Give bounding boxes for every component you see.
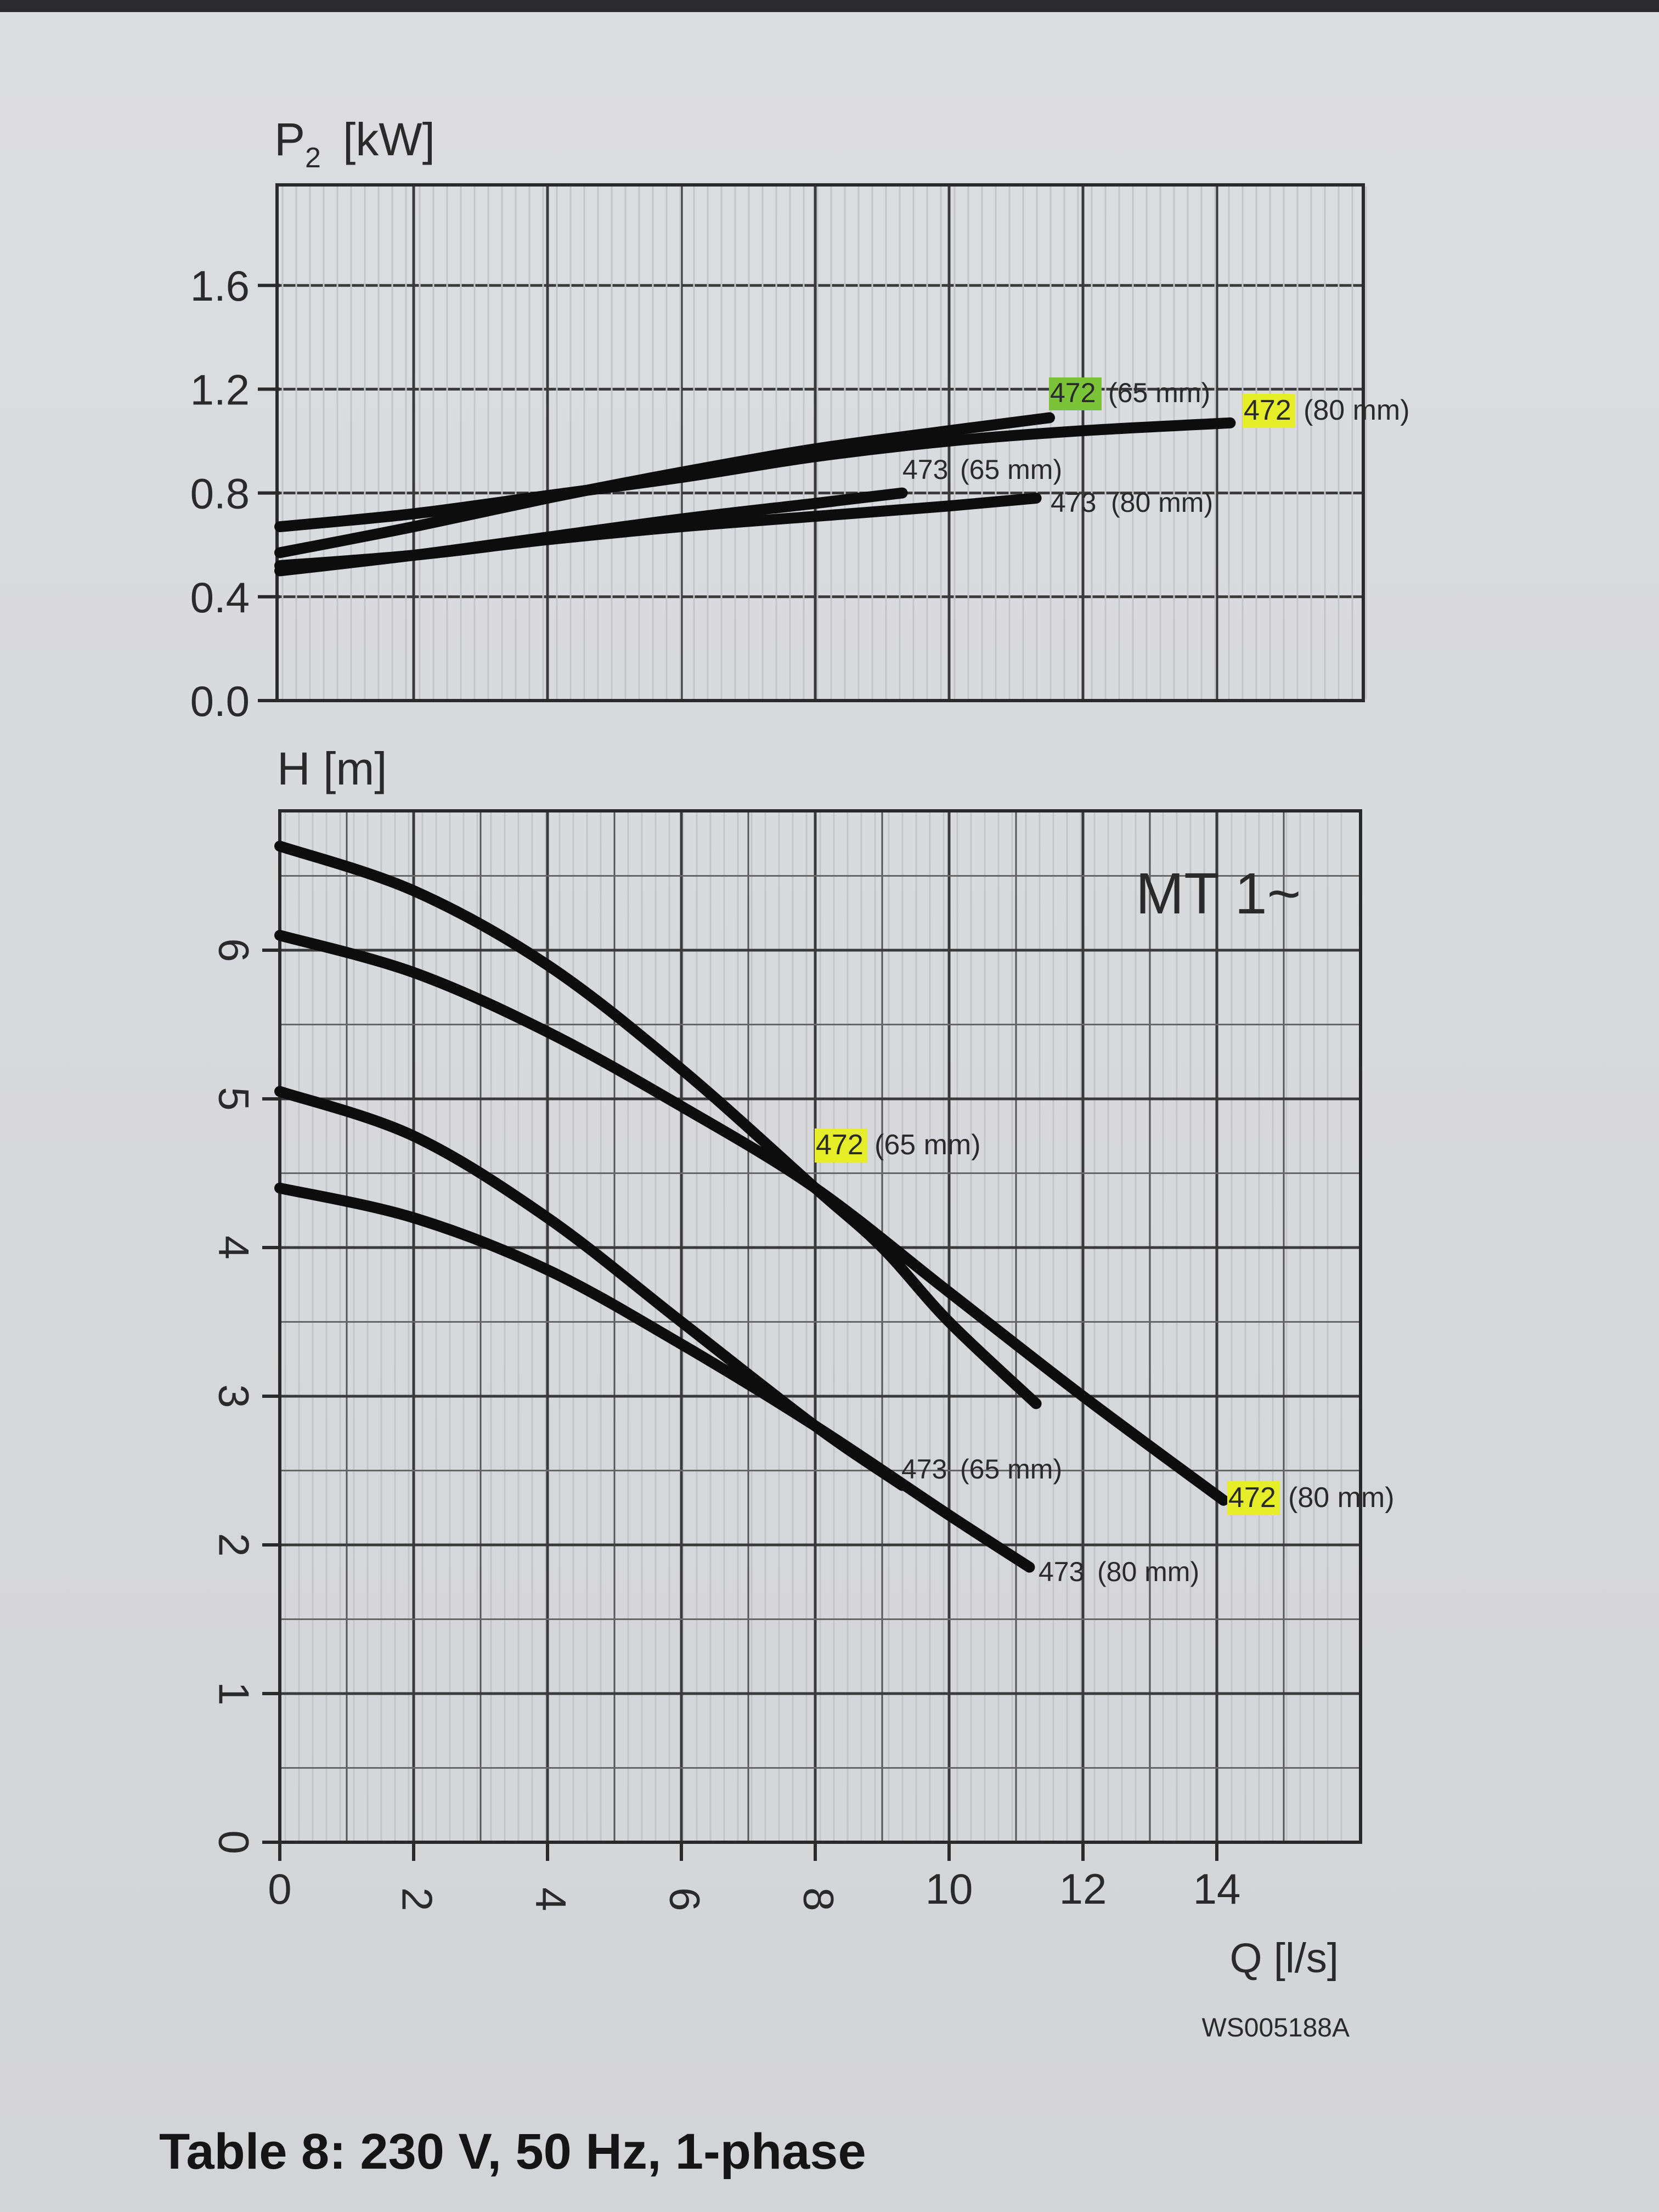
head-curve-472-65 <box>274 840 1042 1409</box>
label-highlight <box>815 1128 867 1163</box>
head-xtick-label: 12 <box>1059 1865 1107 1913</box>
head-frame <box>278 809 1362 1844</box>
power-ytick-label: 1.2 <box>190 365 250 414</box>
power-y-ticks: 0.0 0.4 0.8 1.2 1.6 <box>190 262 280 725</box>
series-size: (65 mm) <box>874 1129 981 1161</box>
head-ytick-label: 3 <box>210 1384 258 1408</box>
head-ytick-label: 6 <box>210 938 258 962</box>
power-panel: 0.0 0.4 0.8 1.2 1.6 P2 [kW] 472 (65 mm) 472 (… <box>190 114 1410 725</box>
head-label-473-65: 473 (65 mm) <box>901 1454 1062 1485</box>
head-x-ticks: 0 2 4 6 8 10 12 14 <box>268 1842 1240 1913</box>
series-size: (65 mm) <box>1108 377 1210 408</box>
label-highlight <box>1049 377 1102 410</box>
head-ytick-label: 4 <box>210 1235 258 1259</box>
power-ytick-label: 0.0 <box>190 677 250 725</box>
power-curve-473-80 <box>274 493 1042 572</box>
series-model: 472 <box>1228 1482 1276 1514</box>
screen-top-edge <box>0 0 1659 12</box>
power-label-472-80: 472 (80 mm) <box>1243 394 1410 428</box>
series-model: 473 <box>902 454 948 485</box>
power-ytick-label: 0.8 <box>190 470 250 518</box>
series-size: (80 mm) <box>1097 1556 1199 1587</box>
head-ytick-label: 1 <box>210 1681 258 1705</box>
head-xtick-label: 8 <box>794 1887 843 1911</box>
series-size: (65 mm) <box>960 1454 1062 1485</box>
head-xtick-label: 4 <box>527 1887 575 1911</box>
series-model: 472 <box>1050 377 1096 408</box>
series-size: (80 mm) <box>1288 1482 1395 1514</box>
head-label-472-65: 472 (65 mm) <box>815 1128 981 1163</box>
series-model: 473 <box>1051 487 1096 518</box>
head-axis-label: H [m] <box>277 743 387 794</box>
head-xtick-label: 2 <box>393 1887 441 1911</box>
power-label-473-80: 473 (80 mm) <box>1051 487 1213 518</box>
head-xtick-label: 10 <box>926 1865 973 1913</box>
power-curves <box>274 412 1236 577</box>
head-xtick-label: 14 <box>1193 1865 1241 1913</box>
head-ytick-label: 0 <box>210 1830 258 1854</box>
power-label-472-65: 472 (65 mm) <box>1049 377 1210 410</box>
series-size: (80 mm) <box>1111 487 1213 518</box>
head-label-472-80: 472 (80 mm) <box>1227 1481 1395 1515</box>
power-curve-472-80 <box>274 417 1236 533</box>
model-label: MT 1~ <box>1136 861 1301 926</box>
power-ytick-label: 1.6 <box>190 262 250 310</box>
series-model: 473 <box>1039 1556 1084 1587</box>
power-frame <box>275 183 1365 702</box>
power-axis-label: P2 [kW] <box>274 114 435 174</box>
head-label-473-80: 473 (80 mm) <box>1039 1556 1199 1587</box>
series-model: 472 <box>1244 394 1291 426</box>
label-highlight <box>1243 394 1295 428</box>
x-axis-label: Q [l/s] <box>1230 1935 1339 1982</box>
series-model: 472 <box>816 1129 864 1161</box>
head-curve-472-80 <box>274 929 1229 1506</box>
series-size: (80 mm) <box>1304 394 1410 426</box>
head-ytick-label: 2 <box>210 1533 258 1556</box>
pump-curves-chart: 0.0 0.4 0.8 1.2 1.6 P2 [kW] 472 (65 mm) 472 (… <box>190 114 1410 2042</box>
head-y-ticks: 0 1 2 3 4 5 6 <box>210 938 281 1854</box>
head-curves <box>274 840 1229 1573</box>
head-xtick-label: 6 <box>661 1887 709 1911</box>
series-size: (65 mm) <box>960 454 1062 485</box>
drawing-code: WS005188A <box>1201 2013 1350 2042</box>
label-highlight <box>1227 1481 1280 1515</box>
head-xtick-label: 0 <box>268 1865 291 1913</box>
head-grid <box>280 811 1361 1842</box>
power-ytick-label: 0.4 <box>190 573 250 622</box>
table-caption: Table 8: 230 V, 50 Hz, 1-phase <box>159 2124 866 2180</box>
head-curve-473-80 <box>274 1182 1035 1573</box>
series-model: 473 <box>901 1454 947 1485</box>
head-ytick-label: 5 <box>210 1087 258 1110</box>
power-label-473-65: 473 (65 mm) <box>902 454 1062 485</box>
